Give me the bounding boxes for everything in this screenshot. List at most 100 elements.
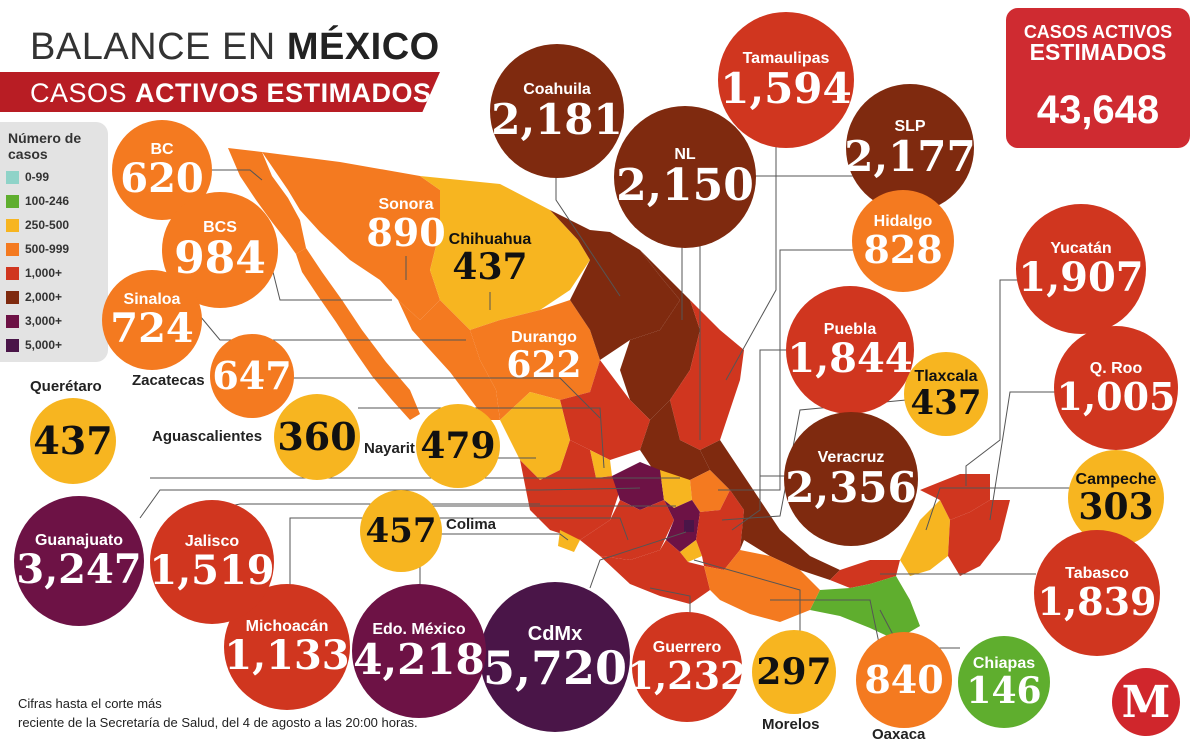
bubble-value: 984 bbox=[174, 233, 266, 284]
total-box: CASOS ACTIVOS ESTIMADOS 43,648 bbox=[1006, 8, 1190, 148]
region-oaxaca bbox=[704, 550, 820, 622]
bubble-value: 4,218 bbox=[353, 635, 485, 684]
page-title: BALANCE EN MÉXICO bbox=[30, 26, 440, 69]
bubble-value: 5,720 bbox=[482, 641, 628, 695]
bubble-label: Durango bbox=[511, 329, 577, 346]
bubble-nl: NL 2,150 bbox=[614, 106, 756, 248]
bubble-nayarit: 479 bbox=[416, 404, 500, 488]
bubble-hidalgo: Hidalgo 828 bbox=[852, 190, 954, 292]
total-label-top: CASOS ACTIVOS bbox=[1023, 22, 1173, 42]
legend-swatch bbox=[6, 266, 19, 280]
legend-label: 5,000+ bbox=[25, 338, 63, 352]
bubble-bc: BC 620 bbox=[112, 120, 212, 220]
bubble-value: 1,133 bbox=[224, 632, 350, 679]
leader-colima bbox=[434, 533, 569, 541]
bubble-value: 1,907 bbox=[1018, 254, 1144, 301]
bubble-value: 437 bbox=[33, 418, 113, 463]
bubble-label: Yucatán bbox=[1050, 240, 1112, 257]
bubble-label: Chiapas bbox=[972, 655, 1036, 672]
region-cdmx bbox=[684, 520, 694, 532]
bubble-label: Campeche bbox=[1075, 471, 1157, 488]
bubble-chiapas: Chiapas 146 bbox=[958, 636, 1050, 728]
region-nl bbox=[620, 250, 700, 420]
bubble-value: 437 bbox=[910, 383, 982, 423]
region-morelos bbox=[680, 540, 702, 562]
bubble-value: 724 bbox=[110, 305, 194, 352]
bubble-value: 437 bbox=[452, 246, 528, 288]
region-bcs bbox=[296, 248, 420, 420]
bubble-label: CdMx bbox=[527, 623, 583, 645]
bubble-value: 1,594 bbox=[720, 64, 852, 113]
legend-swatch bbox=[6, 194, 19, 208]
bubble-guerrero: Guerrero 1,232 bbox=[628, 612, 747, 722]
bubble-label: Sinaloa bbox=[123, 291, 181, 308]
bubble-value: 840 bbox=[864, 657, 944, 702]
bubble-michoacan: Michoacán 1,133 bbox=[224, 584, 350, 710]
legend-label: 2,000+ bbox=[25, 290, 63, 304]
legend-swatch bbox=[6, 218, 19, 232]
label-oaxaca: Oaxaca bbox=[872, 726, 926, 743]
bubble-aguascalientes: 360 bbox=[274, 394, 360, 480]
region-yucatan bbox=[920, 474, 990, 520]
legend-label: 500-999 bbox=[25, 242, 70, 256]
region-guanajuato bbox=[612, 462, 664, 510]
subtitle-prefix: CASOS bbox=[30, 78, 128, 108]
leader-cdmx bbox=[589, 531, 687, 589]
bubble-value: 1,519 bbox=[149, 547, 275, 594]
legend-item: 500-999 bbox=[6, 240, 69, 258]
legend-label: 1,000+ bbox=[25, 266, 63, 280]
milenio-logo-icon: M bbox=[1112, 668, 1180, 736]
region-aguascalientes bbox=[590, 450, 612, 478]
bubble-value: 2,177 bbox=[844, 132, 976, 181]
title-bold: MÉXICO bbox=[286, 26, 440, 68]
bubble-value: 297 bbox=[756, 651, 832, 693]
region-puebla bbox=[696, 490, 744, 570]
bubble-value: 1,005 bbox=[1056, 374, 1176, 419]
footnote-line1: Cifras hasta el corte más bbox=[18, 696, 162, 711]
legend-swatch bbox=[6, 290, 19, 304]
region-tamaulipas bbox=[670, 300, 744, 450]
bubble-value: 3,247 bbox=[16, 546, 142, 593]
bubble-veracruz: Veracruz 2,356 bbox=[784, 412, 918, 546]
bubble-sinaloa: Sinaloa 724 bbox=[102, 270, 202, 370]
bubble-label: Guerrero bbox=[652, 639, 722, 656]
bubble-sonora: Sonora 890 bbox=[346, 184, 466, 264]
bubble-label: BCS bbox=[203, 219, 237, 236]
legend-label: 0-99 bbox=[25, 170, 50, 184]
legend-label: 100-246 bbox=[25, 194, 70, 208]
bubble-value: 1,232 bbox=[627, 653, 747, 698]
bubble-label: Tabasco bbox=[1065, 565, 1129, 582]
label-nayarit: Nayarit bbox=[364, 440, 415, 457]
bubble-jalisco: Jalisco 1,519 bbox=[149, 500, 275, 624]
label-queretaro: Querétaro bbox=[30, 378, 102, 395]
leader-zacatecas bbox=[292, 377, 601, 419]
bubble-label: Guanajuato bbox=[34, 532, 123, 549]
bubble-value: 620 bbox=[120, 155, 204, 202]
bubble-chihuahua: Chihuahua 437 bbox=[440, 218, 540, 298]
legend-swatch bbox=[6, 170, 19, 184]
logo-letter: M bbox=[1121, 676, 1171, 728]
bubble-value: 479 bbox=[420, 425, 496, 467]
region-chihuahua bbox=[420, 176, 590, 330]
region-zacatecas bbox=[560, 360, 650, 460]
bubble-morelos: 297 bbox=[752, 630, 836, 714]
bubble-label: Edo. México bbox=[372, 621, 466, 638]
region-colima bbox=[558, 530, 580, 552]
leader-bcs bbox=[269, 259, 392, 301]
bubble-value: 303 bbox=[1078, 486, 1154, 528]
label-colima: Colima bbox=[446, 516, 497, 533]
total-value: 43,648 bbox=[1036, 88, 1160, 132]
bubble-value: 360 bbox=[277, 414, 357, 459]
footnote: Cifras hasta el corte más reciente de la… bbox=[18, 694, 418, 732]
bubble-label: SLP bbox=[894, 118, 926, 135]
region-sinaloa bbox=[398, 300, 500, 420]
bubble-qroo: Q. Roo 1,005 bbox=[1054, 326, 1178, 450]
region-durango bbox=[470, 300, 600, 420]
bubble-label: Veracruz bbox=[817, 449, 885, 466]
bubble-value: 622 bbox=[506, 344, 582, 386]
bubble-oaxaca: 840 bbox=[856, 632, 952, 728]
bubble-label: Coahuila bbox=[523, 81, 591, 98]
subtitle-bar: CASOS ACTIVOS ESTIMADOS bbox=[0, 72, 440, 112]
total-label: CASOS ACTIVOS ESTIMADOS bbox=[1006, 22, 1190, 64]
region-queretaro bbox=[660, 470, 692, 508]
